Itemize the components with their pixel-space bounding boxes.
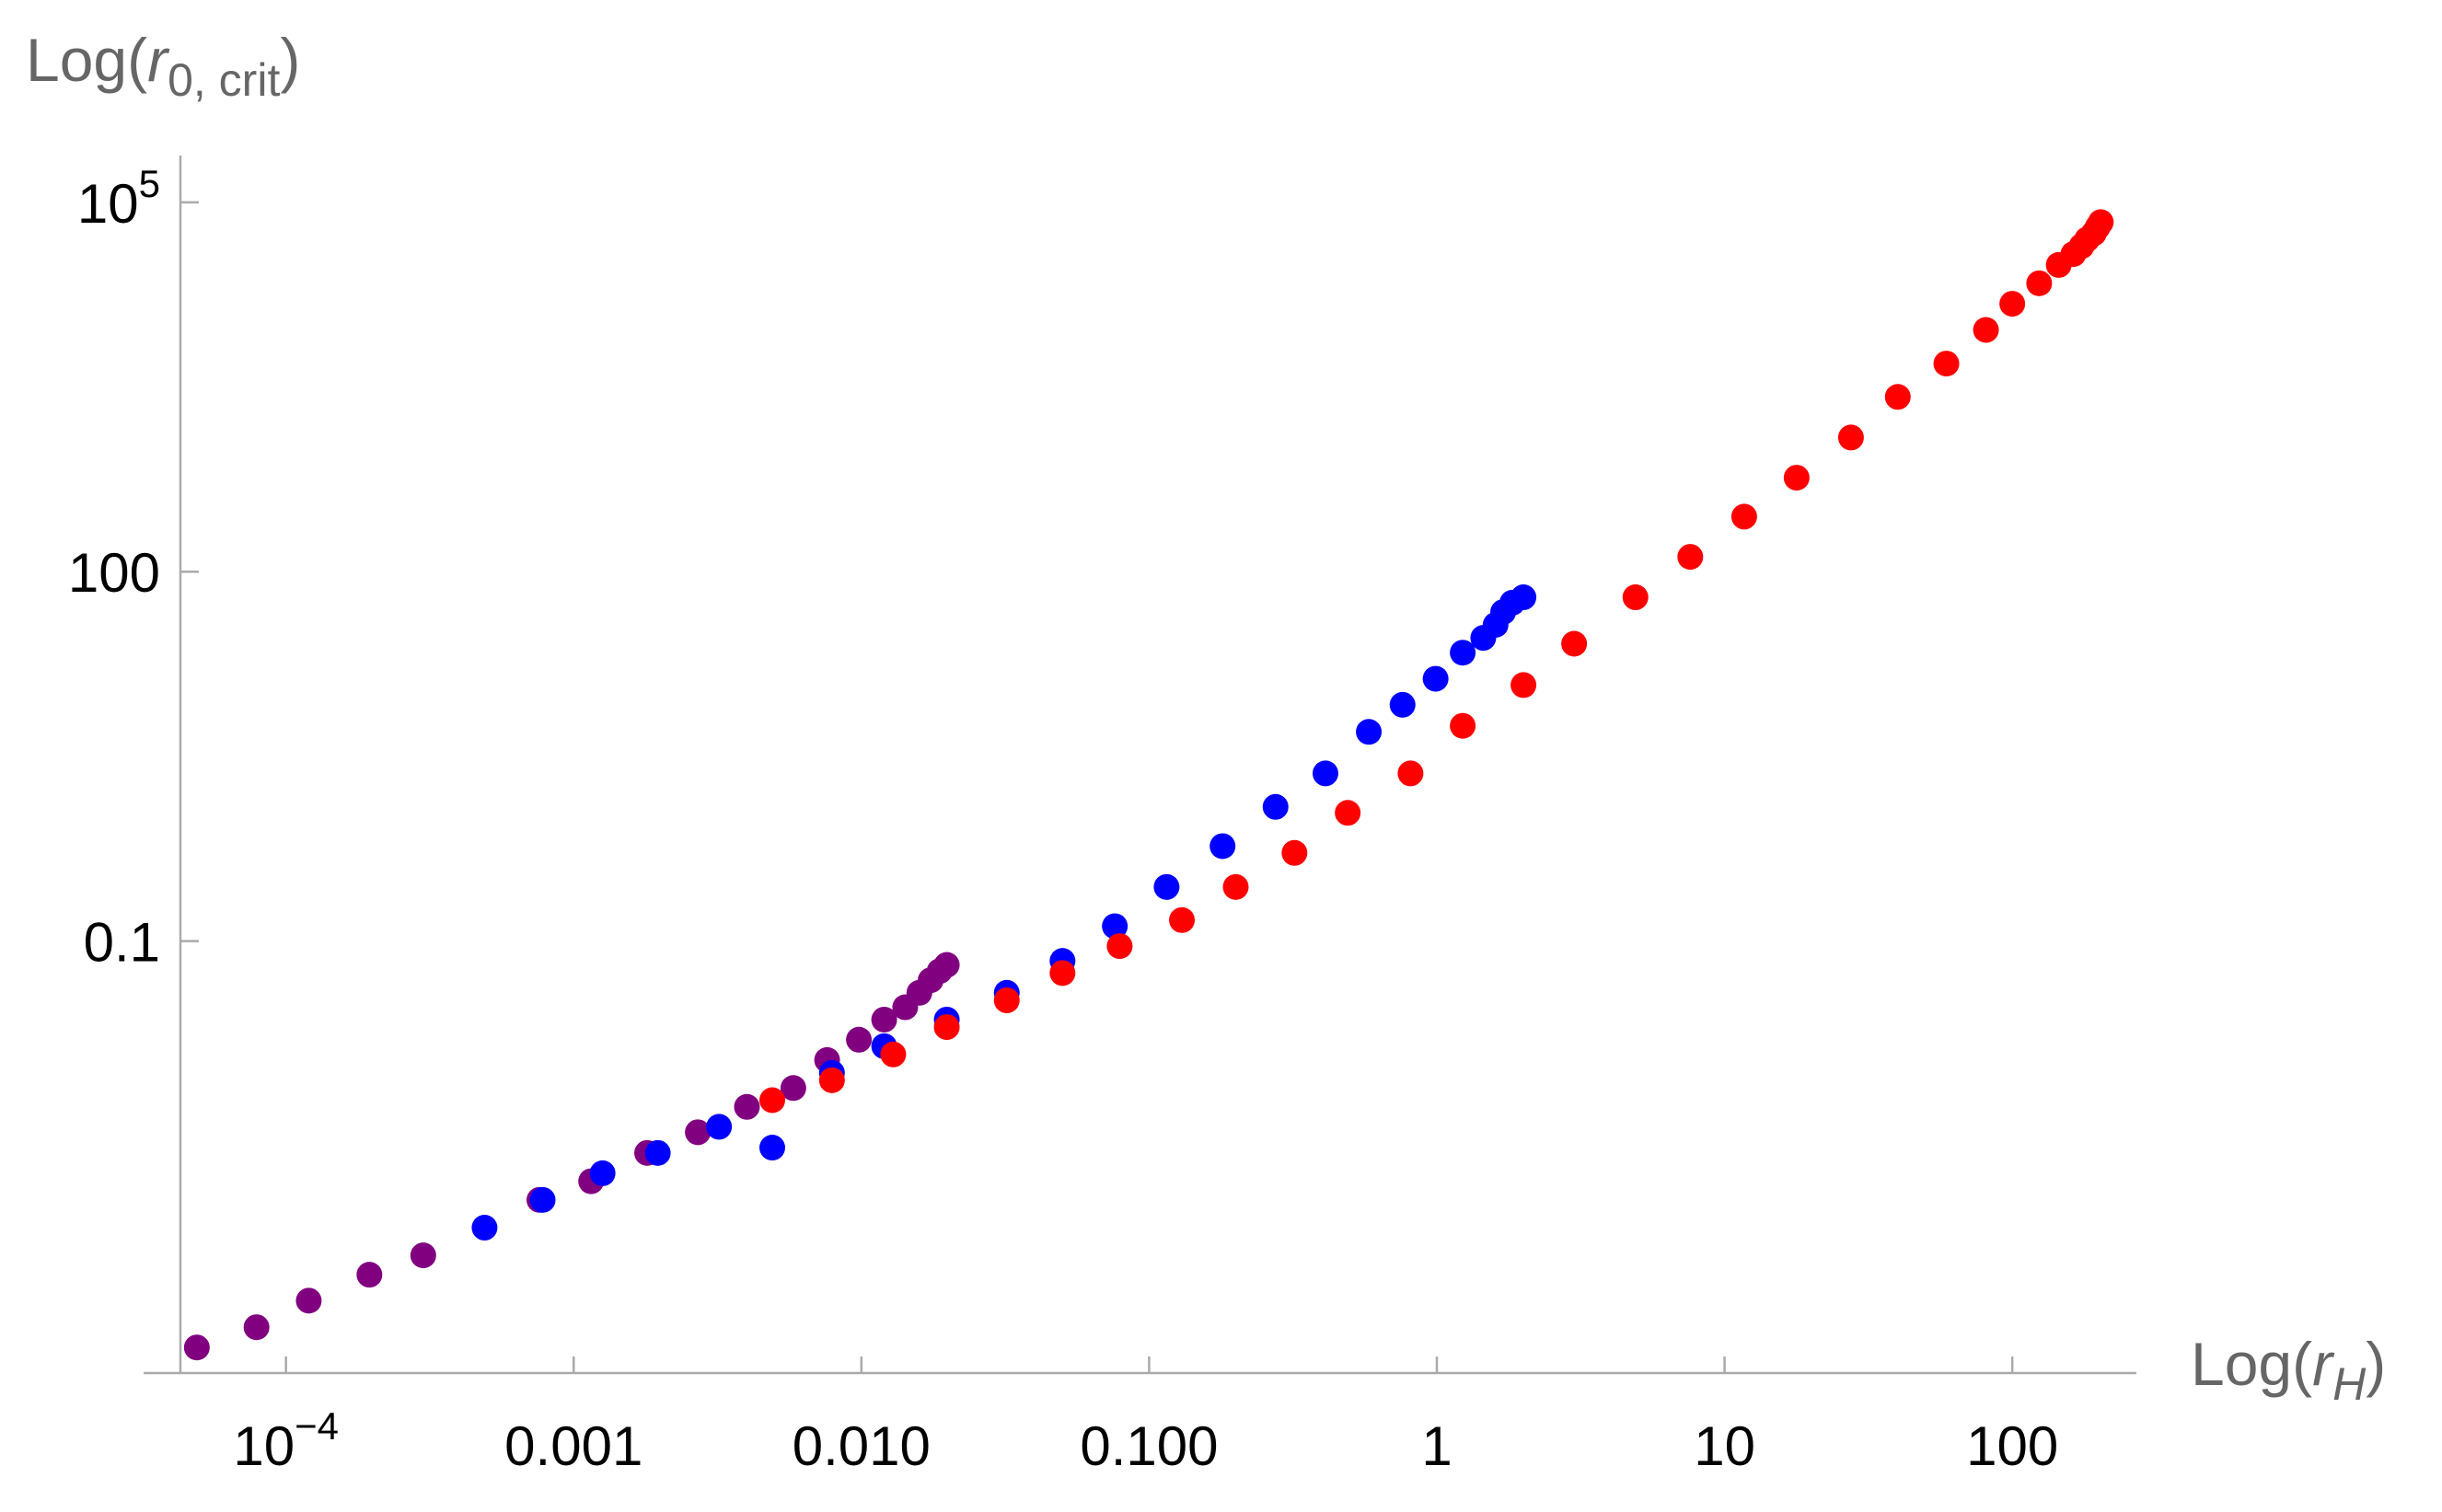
x-tick-label: 0.001 — [504, 1415, 642, 1477]
label-part: r — [147, 26, 170, 94]
point — [183, 1334, 210, 1361]
point — [1153, 873, 1180, 900]
point — [1102, 913, 1128, 940]
x-tick-label: 1 — [1421, 1415, 1452, 1477]
point — [1262, 793, 1289, 820]
x-tick-label: 0.010 — [793, 1415, 931, 1477]
point — [1677, 544, 1704, 571]
point — [1312, 760, 1338, 787]
label-part: r — [2312, 1330, 2335, 1398]
point — [1933, 351, 1960, 377]
point — [1222, 873, 1249, 900]
point — [589, 1160, 616, 1186]
point — [1510, 584, 1537, 611]
point — [2088, 209, 2114, 236]
point — [1422, 665, 1449, 692]
point — [529, 1186, 556, 1213]
point — [706, 1114, 733, 1140]
point — [871, 1006, 897, 1033]
point — [759, 1135, 786, 1161]
tick-text: 0.001 — [504, 1415, 642, 1477]
y-tick-label: 0.1 — [84, 912, 160, 974]
label-part: ) — [2366, 1330, 2386, 1398]
point — [1397, 760, 1424, 787]
label-part: H — [2332, 1358, 2367, 1410]
point — [846, 1026, 873, 1053]
point — [759, 1087, 786, 1114]
point — [471, 1215, 498, 1241]
tick-text: 0.100 — [1080, 1415, 1218, 1477]
point — [993, 987, 1020, 1014]
point — [933, 1014, 960, 1041]
point — [1999, 291, 2026, 317]
point — [1281, 839, 1308, 866]
point — [1169, 906, 1196, 933]
point — [880, 1041, 907, 1068]
tick-text: 10 — [233, 1415, 295, 1477]
point — [1450, 640, 1476, 666]
tick-exponent: 5 — [139, 162, 160, 205]
point — [1106, 933, 1133, 960]
point — [243, 1314, 270, 1341]
point — [1356, 719, 1383, 745]
tick-text: 10 — [77, 173, 139, 235]
y-tick-label: 105 — [77, 162, 160, 235]
tick-text: 0.010 — [793, 1415, 931, 1477]
x-axis-label: Log(rH) — [2191, 1330, 2386, 1410]
point — [933, 952, 960, 978]
tick-text: 100 — [1966, 1415, 2058, 1477]
point — [295, 1287, 322, 1314]
point — [1335, 800, 1361, 826]
point — [644, 1139, 671, 1166]
tick-text: 1 — [1421, 1415, 1452, 1477]
tick-text: 10 — [1694, 1415, 1755, 1477]
point — [1730, 503, 1757, 530]
point — [1622, 584, 1649, 611]
point — [1510, 672, 1537, 698]
point — [685, 1119, 712, 1146]
point — [1049, 960, 1076, 987]
point — [356, 1262, 383, 1288]
label-part: Log( — [2191, 1330, 2312, 1398]
y-tick-label: 100 — [68, 542, 160, 604]
tick-text: 100 — [68, 542, 160, 604]
point — [1783, 465, 1810, 491]
x-tick-label: 10−4 — [233, 1404, 339, 1477]
point — [734, 1093, 760, 1120]
x-tick-label: 100 — [1966, 1415, 2058, 1477]
x-tick-label: 0.100 — [1080, 1415, 1218, 1477]
tick-text: 0.1 — [84, 912, 160, 974]
y-axis-label: Log(r0, crit) — [26, 26, 300, 106]
point — [1389, 691, 1416, 718]
point — [1561, 630, 1588, 657]
label-part: 0, crit — [168, 54, 280, 106]
point — [2026, 270, 2053, 296]
point — [1884, 384, 1911, 410]
point — [1209, 833, 1236, 860]
tick-exponent: −4 — [295, 1404, 339, 1448]
label-part: Log( — [26, 26, 147, 94]
point — [1973, 317, 1999, 343]
point — [1450, 712, 1476, 739]
x-tick-label: 10 — [1694, 1415, 1755, 1477]
point — [780, 1075, 806, 1102]
label-part: ) — [280, 26, 300, 94]
point — [410, 1242, 436, 1269]
point — [818, 1067, 845, 1093]
point — [1837, 424, 1864, 451]
